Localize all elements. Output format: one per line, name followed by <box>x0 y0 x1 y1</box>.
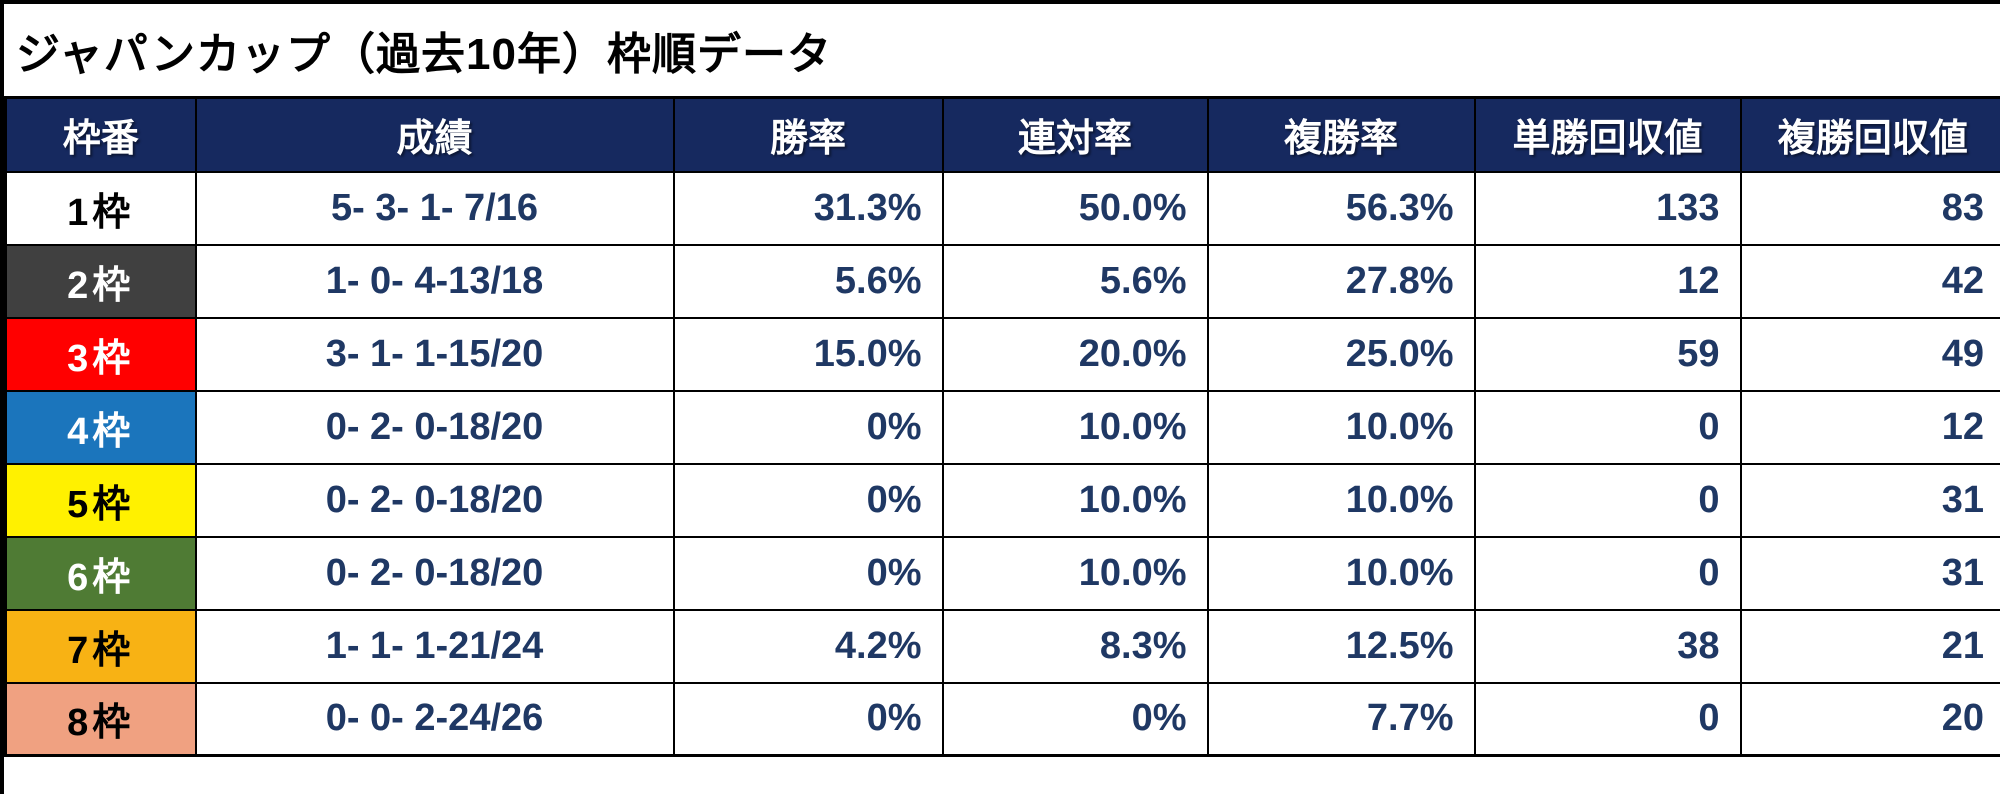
table-row: 2枠 1- 0- 4-13/18 5.6% 5.6% 27.8% 12 42 <box>4 243 2000 319</box>
show-rate-cell: 10.0% <box>1206 535 1476 611</box>
column-header-frame: 枠番 <box>4 96 197 173</box>
win-rate-cell: 0% <box>672 681 944 757</box>
place-rate-cell: 50.0% <box>941 170 1209 246</box>
table-row: 7枠 1- 1- 1-21/24 4.2% 8.3% 12.5% 38 21 <box>4 608 2000 684</box>
show-rate-cell: 10.0% <box>1206 389 1476 465</box>
record-cell: 0- 2- 0-18/20 <box>194 535 675 611</box>
show-rate-cell: 25.0% <box>1206 316 1476 392</box>
frame-cell: 5枠 <box>4 462 197 538</box>
record-cell: 0- 0- 2-24/26 <box>194 681 675 757</box>
column-header-place_rate: 連対率 <box>941 96 1209 173</box>
place-rate-cell: 20.0% <box>941 316 1209 392</box>
frame-cell: 1枠 <box>4 170 197 246</box>
place-rate-cell: 0% <box>941 681 1209 757</box>
record-cell: 1- 0- 4-13/18 <box>194 243 675 319</box>
win-rate-cell: 5.6% <box>672 243 944 319</box>
win-payout-cell: 0 <box>1473 535 1742 611</box>
record-cell: 0- 2- 0-18/20 <box>194 462 675 538</box>
show-payout-cell: 31 <box>1739 462 2000 538</box>
column-header-win_payout: 単勝回収値 <box>1473 96 1742 173</box>
show-payout-cell: 21 <box>1739 608 2000 684</box>
show-rate-cell: 27.8% <box>1206 243 1476 319</box>
win-rate-cell: 0% <box>672 389 944 465</box>
win-rate-cell: 15.0% <box>672 316 944 392</box>
record-cell: 5- 3- 1- 7/16 <box>194 170 675 246</box>
page-title: ジャパンカップ（過去10年）枠順データ <box>16 30 832 79</box>
frame-data-table: 枠番 成績 勝率 連対率 複勝率 単勝回収値 複勝回収値 1枠 5- 3- 1- 7/16 31… <box>4 96 2000 757</box>
table-row: 5枠 0- 2- 0-18/20 0% 10.0% 10.0% 0 31 <box>4 462 2000 538</box>
win-payout-cell: 0 <box>1473 681 1742 757</box>
record-cell: 3- 1- 1-15/20 <box>194 316 675 392</box>
frame-cell: 2枠 <box>4 243 197 319</box>
show-payout-cell: 20 <box>1739 681 2000 757</box>
place-rate-cell: 10.0% <box>941 389 1209 465</box>
place-rate-cell: 10.0% <box>941 462 1209 538</box>
column-header-show_payout: 複勝回収値 <box>1739 96 2000 173</box>
record-cell: 1- 1- 1-21/24 <box>194 608 675 684</box>
place-rate-cell: 5.6% <box>941 243 1209 319</box>
place-rate-cell: 10.0% <box>941 535 1209 611</box>
show-payout-cell: 83 <box>1739 170 2000 246</box>
show-payout-cell: 31 <box>1739 535 2000 611</box>
win-payout-cell: 0 <box>1473 462 1742 538</box>
column-header-show_rate: 複勝率 <box>1206 96 1476 173</box>
win-rate-cell: 0% <box>672 535 944 611</box>
win-payout-cell: 0 <box>1473 389 1742 465</box>
frame-cell: 7枠 <box>4 608 197 684</box>
win-rate-cell: 0% <box>672 462 944 538</box>
table-row: 1枠 5- 3- 1- 7/16 31.3% 50.0% 56.3% 133 83 <box>4 170 2000 246</box>
frame-cell: 6枠 <box>4 535 197 611</box>
table-row: 4枠 0- 2- 0-18/20 0% 10.0% 10.0% 0 12 <box>4 389 2000 465</box>
show-rate-cell: 7.7% <box>1206 681 1476 757</box>
win-payout-cell: 12 <box>1473 243 1742 319</box>
column-header-win_rate: 勝率 <box>672 96 944 173</box>
column-header-record: 成績 <box>194 96 675 173</box>
win-payout-cell: 133 <box>1473 170 1742 246</box>
table-header-row: 枠番 成績 勝率 連対率 複勝率 単勝回収値 複勝回収値 <box>4 96 2000 173</box>
show-payout-cell: 12 <box>1739 389 2000 465</box>
show-rate-cell: 10.0% <box>1206 462 1476 538</box>
win-rate-cell: 4.2% <box>672 608 944 684</box>
win-rate-cell: 31.3% <box>672 170 944 246</box>
win-payout-cell: 59 <box>1473 316 1742 392</box>
show-rate-cell: 12.5% <box>1206 608 1476 684</box>
win-payout-cell: 38 <box>1473 608 1742 684</box>
table-body: 1枠 5- 3- 1- 7/16 31.3% 50.0% 56.3% 133 83 2枠 1- … <box>4 170 2000 757</box>
frame-cell: 8枠 <box>4 681 197 757</box>
table-row: 3枠 3- 1- 1-15/20 15.0% 20.0% 25.0% 59 49 <box>4 316 2000 392</box>
frame-cell: 4枠 <box>4 389 197 465</box>
show-payout-cell: 42 <box>1739 243 2000 319</box>
record-cell: 0- 2- 0-18/20 <box>194 389 675 465</box>
table-row: 6枠 0- 2- 0-18/20 0% 10.0% 10.0% 0 31 <box>4 535 2000 611</box>
show-payout-cell: 49 <box>1739 316 2000 392</box>
place-rate-cell: 8.3% <box>941 608 1209 684</box>
show-rate-cell: 56.3% <box>1206 170 1476 246</box>
table-row: 8枠 0- 0- 2-24/26 0% 0% 7.7% 0 20 <box>4 681 2000 757</box>
frame-cell: 3枠 <box>4 316 197 392</box>
